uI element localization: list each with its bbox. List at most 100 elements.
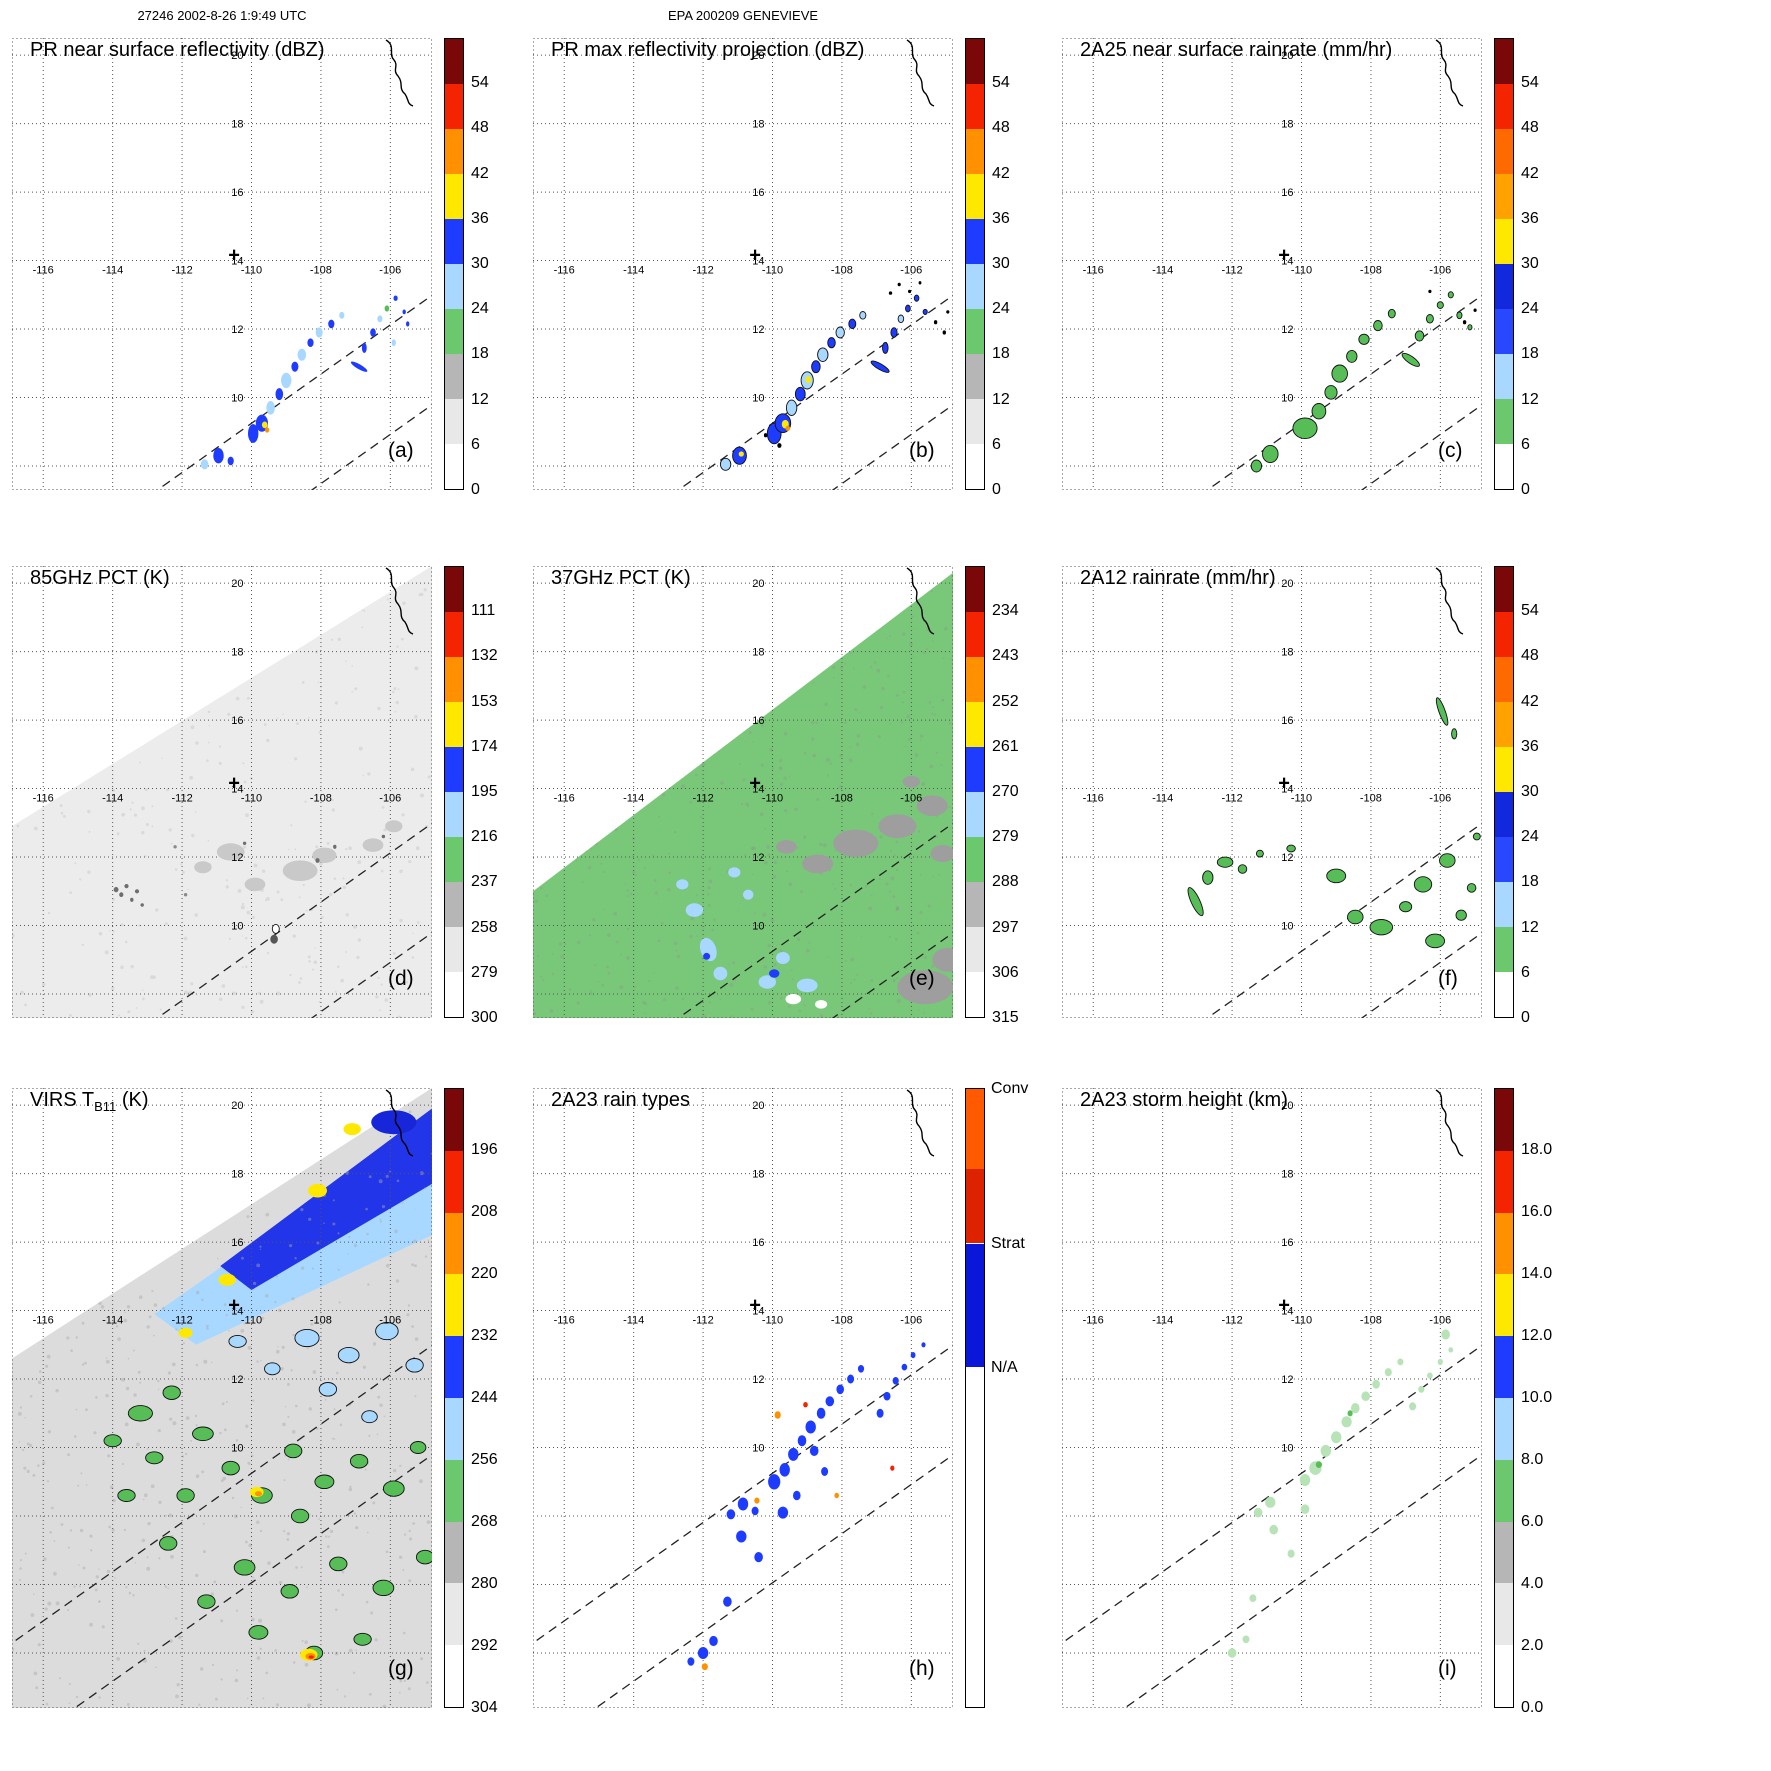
colorbar-tick-label: 48 xyxy=(992,119,1010,137)
colorbar-segment xyxy=(445,567,463,612)
map-panel-i: -116 -114 -112 -110 -108 -106 20 18 16 14 12 10 + (i) xyxy=(1062,1088,1482,1708)
graticule xyxy=(12,566,432,1018)
colorbar-i xyxy=(1494,1088,1514,1708)
colorbar-segment xyxy=(1495,1398,1513,1460)
lon-tick-label: -108 xyxy=(1360,1315,1382,1327)
colorbar-segment xyxy=(966,174,984,219)
colorbar-tick-label: 292 xyxy=(471,1637,498,1654)
colorbar-tick-label: 195 xyxy=(471,783,498,800)
colorbar-segment xyxy=(1495,1336,1513,1398)
swath-edge-line xyxy=(73,1454,432,1708)
colorbar-segment xyxy=(966,1089,984,1170)
colorbar-segment xyxy=(445,1336,463,1398)
graticule xyxy=(1062,1088,1482,1708)
colorbar-tick-label: 0.0 xyxy=(1521,1699,1544,1716)
colorbar-segment xyxy=(966,84,984,129)
coastline xyxy=(385,1089,414,1157)
data-spots xyxy=(1227,1329,1454,1658)
lat-tick-label: 18 xyxy=(752,1169,764,1181)
lat-tick-label: 18 xyxy=(1281,647,1293,659)
colorbar-h xyxy=(965,1088,985,1708)
colorbar-segment xyxy=(966,1243,984,1368)
colorbar-segment xyxy=(1495,1150,1513,1213)
colorbar-tick-label: 300 xyxy=(471,1009,498,1026)
storm-center-marker: + xyxy=(1278,772,1290,794)
colorbar-segment xyxy=(966,39,984,84)
colorbar-tick-label: 18.0 xyxy=(1521,1141,1553,1158)
lon-tick-label: -108 xyxy=(831,1315,853,1327)
lon-tick-label: -112 xyxy=(692,265,713,277)
panel-letter: (a) xyxy=(388,439,414,462)
colorbar-tick-label: 54 xyxy=(992,74,1010,92)
colorbar-tick-label: 24 xyxy=(992,300,1010,318)
colorbar-a xyxy=(444,38,464,490)
panel-title-a: PR near surface reflectivity (dBZ) xyxy=(30,39,325,61)
swath-edge-line xyxy=(310,404,432,490)
lon-tick-label: -106 xyxy=(900,1315,922,1327)
map-panel-b: -116 -114 -112 -110 -108 -106 20 18 16 14 12 10 + (b) xyxy=(533,38,953,490)
colorbar-segment xyxy=(445,1521,463,1584)
lon-tick-label: -108 xyxy=(310,793,332,805)
panel-title-c: 2A25 near surface rainrate (mm/hr) xyxy=(1080,39,1393,61)
lat-tick-label: 20 xyxy=(752,50,764,62)
lat-tick-label: 18 xyxy=(231,1169,243,1181)
data-spots xyxy=(200,295,410,470)
colorbar-tick-label: 234 xyxy=(992,602,1019,620)
colorbar-tick-label: 196 xyxy=(471,1141,498,1158)
swath-fill xyxy=(220,1108,432,1290)
colorbar-tick-label: 0 xyxy=(1521,481,1530,498)
lat-tick-label: 16 xyxy=(752,715,764,727)
swath-edge-line xyxy=(156,822,432,1018)
colorbar-tick-label: 48 xyxy=(1521,647,1539,665)
colorbar-tick-label: 153 xyxy=(471,692,498,710)
panel-title-h: 2A23 rain types xyxy=(551,1089,690,1111)
colorbar-tick-label: 36 xyxy=(1521,737,1539,755)
lon-tick-label: -106 xyxy=(1429,793,1451,805)
colorbar-segment xyxy=(1495,1521,1513,1584)
lon-tick-label: -108 xyxy=(831,265,853,277)
colorbar-tick-label: 14.0 xyxy=(1521,1265,1553,1282)
colorbar-segment xyxy=(1495,837,1513,882)
lon-tick-label: -114 xyxy=(102,265,123,277)
swath-edge-line xyxy=(12,1344,432,1644)
colorbar-tick-label: 132 xyxy=(471,647,498,665)
colorbar-tick-label: 208 xyxy=(471,1203,498,1220)
colorbar-tick-label: 306 xyxy=(992,963,1019,981)
lon-tick-label: -116 xyxy=(554,265,575,277)
lat-tick-label: 16 xyxy=(752,1237,764,1249)
colorbar-segment xyxy=(966,972,984,1017)
data-spots xyxy=(103,1110,432,1661)
colorbar-tick-label: 261 xyxy=(992,737,1019,755)
colorbar-tick-label: 315 xyxy=(992,1009,1019,1026)
swath-edge-line xyxy=(1206,822,1482,1018)
colorbar-tick-label: 42 xyxy=(471,164,489,182)
colorbar-segment xyxy=(966,927,984,972)
colorbar-d xyxy=(444,566,464,1018)
colorbar-tick-label: 0 xyxy=(1521,1009,1530,1026)
colorbar-segment xyxy=(966,219,984,264)
colorbar-segment xyxy=(1495,1459,1513,1522)
colorbar-tick-label: 24 xyxy=(1521,828,1539,846)
lat-tick-label: 14 xyxy=(752,256,764,268)
colorbar-segment xyxy=(1495,927,1513,972)
lat-tick-label: 20 xyxy=(1281,50,1293,62)
colorbar-c xyxy=(1494,38,1514,490)
colorbar-segment xyxy=(445,657,463,702)
colorbar-segment xyxy=(445,702,463,747)
graticule xyxy=(533,38,953,490)
colorbar-tick-label: 54 xyxy=(1521,602,1539,620)
colorbar-tick-label: 24 xyxy=(471,300,489,318)
colorbar-tick-label: 42 xyxy=(1521,692,1539,710)
storm-center-marker: + xyxy=(228,1294,240,1316)
lat-tick-label: 12 xyxy=(1281,852,1293,864)
colorbar-segment xyxy=(445,354,463,399)
coastline xyxy=(385,567,414,635)
lon-tick-label: -108 xyxy=(310,265,332,277)
colorbar-segment xyxy=(445,444,463,489)
graticule xyxy=(533,1088,953,1708)
colorbar-segment xyxy=(966,1367,984,1707)
colorbar-tick-label: 18 xyxy=(1521,873,1539,891)
lon-tick-label: -110 xyxy=(762,1315,783,1327)
lon-tick-label: -116 xyxy=(33,265,54,277)
